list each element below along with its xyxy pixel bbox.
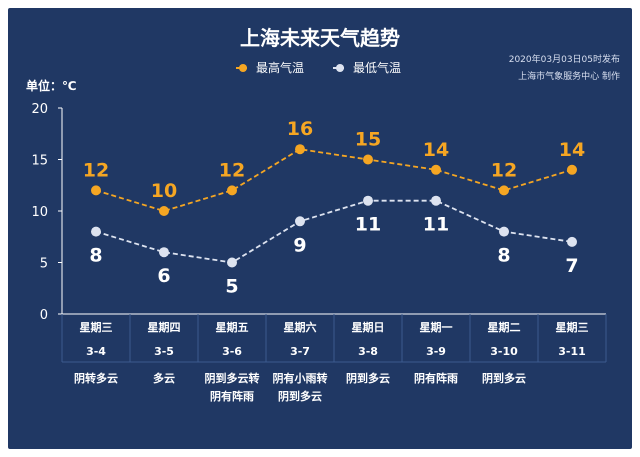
y-axis-unit-label: 单位：℃ [26,78,77,93]
chart-panel [8,8,632,449]
y-tick-label: 15 [31,154,48,169]
high-temperature-point [363,154,373,165]
weekday-label: 星期三 [80,320,113,334]
high-temperature-point [567,164,577,175]
y-tick-label: 10 [31,205,48,220]
low-temperature-point [363,195,373,206]
y-tick-label: 0 [40,308,48,323]
weather-description: 多云 [153,371,175,385]
date-label: 3-5 [154,345,174,358]
legend-high-marker [239,64,247,72]
weather-description: 阴有阵雨 [414,371,458,385]
high-temperature-label: 16 [287,118,313,140]
weather-description: 阴到多云 [278,389,322,403]
weather-description: 阴到多云 [482,371,526,385]
date-label: 3-10 [490,345,518,358]
high-temperature-line [95,148,573,212]
weekday-label: 星期一 [420,320,453,334]
low-temperature-point [567,236,577,247]
date-label: 3-9 [426,345,446,358]
data-labels: 12 10 12 16 15 14 12 14 8 6 5 9 11 11 8 7 [83,118,585,297]
high-temperature-label: 12 [219,159,245,181]
low-temperature-label: 6 [157,265,170,287]
date-label: 3-11 [558,345,586,358]
high-temperature-point [431,164,441,175]
high-temperature-point [91,185,101,196]
weekday-label: 星期二 [488,320,521,334]
weather-description: 阴有阵雨 [210,389,254,403]
low-temperature-label: 8 [497,245,510,267]
date-label: 3-4 [86,345,106,358]
chart-title: 上海未来天气趋势 [240,26,400,50]
low-temperature-label: 11 [423,214,449,236]
low-temperature-point [499,226,509,237]
weather-description: 阴转多云 [74,371,118,385]
legend-low-label: 最低气温 [353,60,401,75]
date-label: 3-8 [358,345,378,358]
low-temperature-line [95,199,573,264]
chart-legend: 最高气温 最低气温 [236,60,401,75]
date-label: 3-6 [222,345,242,358]
low-temperature-point [431,195,441,206]
low-temperature-point [91,226,101,237]
weekday-label: 星期六 [284,320,317,334]
low-temperature-label: 11 [355,214,381,236]
high-temperature-point [295,144,305,155]
high-temperature-point [159,206,169,216]
low-temperature-label: 9 [293,234,306,256]
high-temperature-point [499,185,509,196]
high-temperature-label: 15 [355,129,381,151]
high-temperature-point [227,185,237,196]
weather-description: 阴到多云 [346,371,390,385]
y-tick-label: 20 [31,102,48,117]
low-temperature-label: 7 [565,255,578,277]
series-lines [95,148,573,264]
legend-low-marker [336,64,344,72]
weekday-label: 星期三 [556,320,589,334]
weekday-label: 星期日 [352,320,385,334]
legend-high-label: 最高气温 [256,60,304,75]
weekday-label: 星期五 [216,320,249,334]
weekday-label: 星期四 [148,320,181,334]
series-points [91,144,577,268]
publisher-credit: 上海市气象服务中心 制作 [518,70,620,82]
weather-description: 阴到多云转 [205,371,260,385]
high-temperature-label: 10 [151,180,177,202]
high-temperature-label: 14 [423,139,449,161]
high-temperature-label: 14 [559,139,585,161]
weather-description: 阴有小雨转 [273,371,328,385]
high-temperature-label: 12 [83,159,109,181]
low-temperature-point [159,247,169,258]
low-temperature-point [295,216,305,227]
publish-time: 2020年03月03日05时发布 [509,53,620,65]
low-temperature-label: 8 [89,245,102,267]
date-label: 3-7 [290,345,310,358]
y-tick-label: 5 [40,257,48,272]
low-temperature-point [227,257,237,268]
low-temperature-label: 5 [225,276,238,298]
high-temperature-label: 12 [491,159,517,181]
chart-axes: 0 5 10 15 20 [31,102,606,323]
date-table: 星期三 3-4 星期四 3-5 星期五 3-6 星期六 3-7 星期日 3-8 星期一 3-9 星期二 3… [61,314,607,363]
